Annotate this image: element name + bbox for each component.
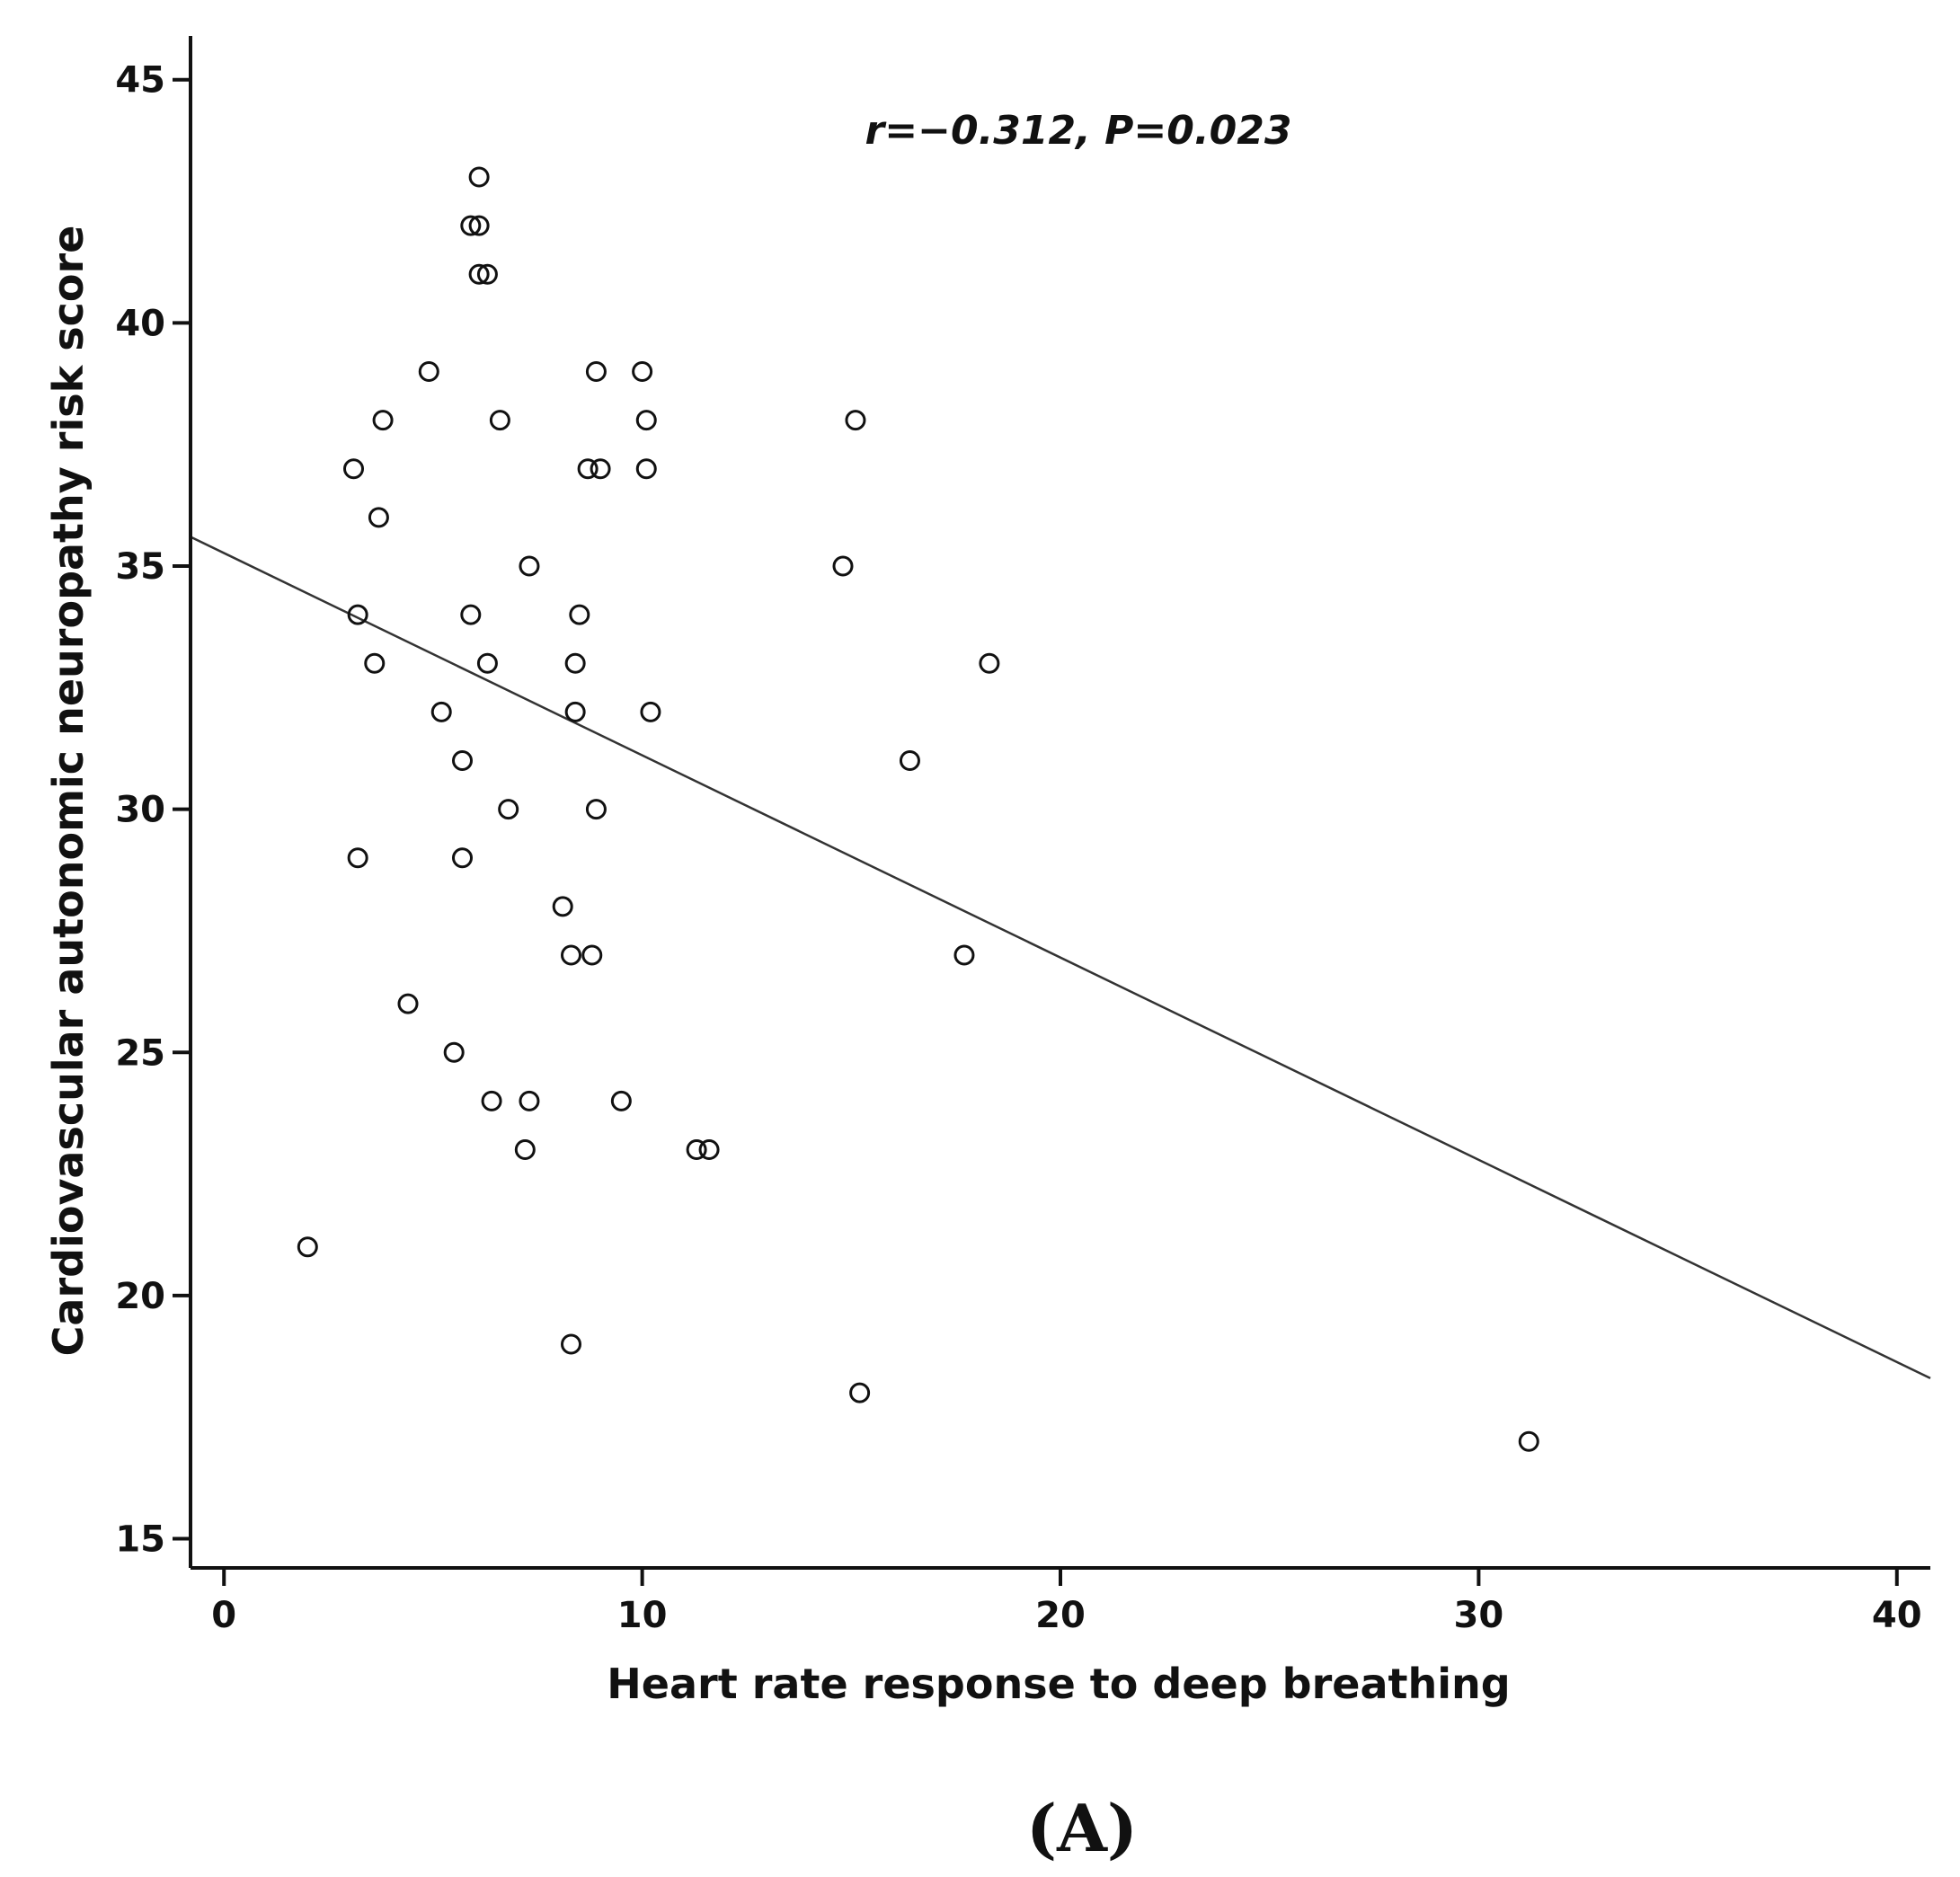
y-axis-title: Cardiovascular autonomic neuropathy risk… [44, 226, 93, 1357]
y-axis-ticks: 15 20 25 30 35 40 45 [115, 60, 191, 1561]
data-point [476, 652, 498, 674]
data-point [460, 604, 482, 625]
data-point [372, 410, 394, 431]
data-point [418, 360, 439, 382]
y-tick-label: 25 [115, 1032, 165, 1074]
data-point [343, 458, 364, 480]
data-point [632, 360, 653, 382]
x-axis-ticks: 0 10 20 30 40 [211, 1568, 1922, 1636]
data-point [297, 1236, 318, 1258]
x-tick-label: 30 [1454, 1595, 1504, 1636]
data-point [979, 652, 1000, 674]
x-tick-label: 20 [1035, 1595, 1086, 1636]
y-tick-label: 20 [115, 1276, 165, 1317]
y-tick-label: 40 [115, 303, 165, 344]
panel-label: (A) [1026, 1790, 1138, 1866]
data-point [347, 604, 368, 625]
data-point [498, 799, 519, 820]
y-tick-label: 35 [115, 546, 165, 588]
data-point [452, 847, 473, 869]
y-tick-label: 30 [115, 790, 165, 831]
data-point [452, 749, 473, 771]
data-point [519, 555, 540, 577]
data-point [635, 458, 657, 480]
data-point [585, 799, 607, 820]
data-point [460, 215, 482, 236]
data-point [514, 1139, 536, 1161]
data-point [481, 1090, 502, 1111]
data-point [564, 652, 586, 674]
data-point [585, 360, 607, 382]
data-point [590, 458, 611, 480]
axes: 15 20 25 30 35 40 45 0 10 20 30 40 [115, 36, 1930, 1636]
data-point [476, 263, 498, 285]
data-point [686, 1139, 707, 1161]
data-point [347, 847, 368, 869]
data-point [635, 410, 657, 431]
x-tick-label: 40 [1872, 1595, 1922, 1636]
data-point [845, 410, 866, 431]
data-point [364, 652, 386, 674]
data-point [552, 896, 573, 917]
data-point [899, 749, 920, 771]
data-point [569, 604, 590, 625]
x-tick-label: 0 [211, 1595, 236, 1636]
plot-area [190, 166, 1931, 1452]
data-point [698, 1139, 720, 1161]
data-point [953, 944, 975, 966]
data-point [832, 555, 854, 577]
regression-line [190, 536, 1931, 1380]
correlation-annotation: r=−0.312, P=0.023 [865, 108, 1292, 154]
data-point [489, 410, 510, 431]
data-point [468, 215, 490, 236]
data-point [1518, 1430, 1539, 1452]
data-point [430, 701, 452, 722]
data-point [397, 993, 419, 1014]
y-tick-label: 45 [115, 60, 165, 102]
data-point [610, 1090, 632, 1111]
data-point [640, 701, 661, 722]
data-point [561, 944, 581, 966]
data-point [849, 1382, 871, 1403]
data-point [468, 263, 490, 285]
data-point [564, 701, 586, 722]
data-point [581, 944, 603, 966]
data-point [368, 507, 389, 528]
y-tick-label: 15 [115, 1519, 165, 1561]
data-point [443, 1041, 465, 1063]
data-point [468, 166, 490, 188]
data-point [577, 458, 599, 480]
x-tick-label: 10 [617, 1595, 668, 1636]
x-axis-title: Heart rate response to deep breathing [607, 1660, 1510, 1708]
data-point [519, 1090, 540, 1111]
data-point [561, 1333, 581, 1355]
